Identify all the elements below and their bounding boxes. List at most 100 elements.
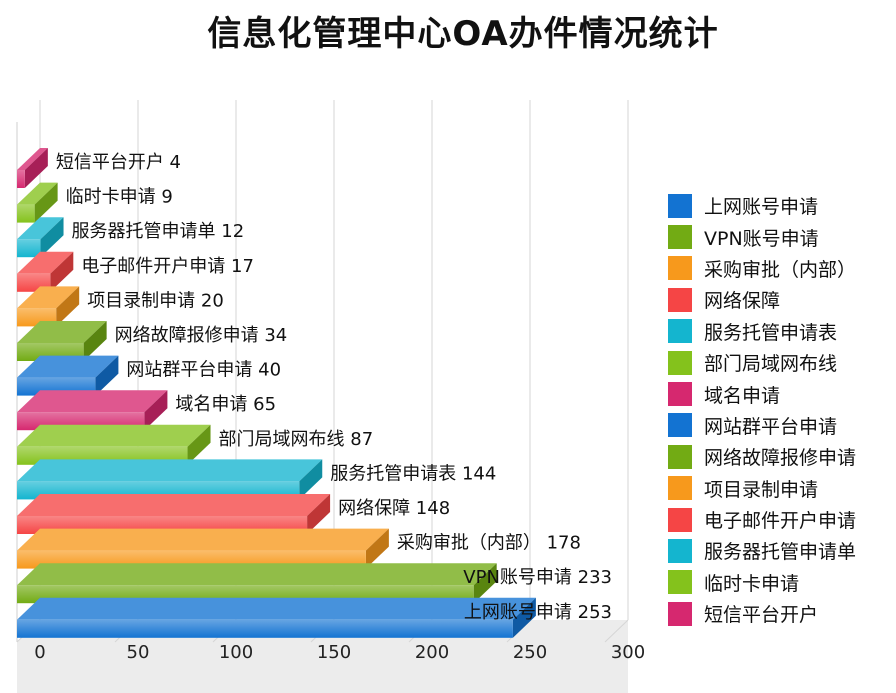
- bar-label: 项目录制申请 20: [87, 290, 224, 311]
- legend-item: 服务器托管申请单: [668, 535, 856, 566]
- legend-item: 部门局域网布线: [668, 347, 856, 378]
- bar-end-face: [187, 424, 211, 465]
- bar-end-face: [144, 390, 168, 431]
- legend-swatch: [668, 444, 692, 469]
- legend-item: 网站群平台申请: [668, 410, 856, 441]
- legend-item: 采购审批（内部）: [668, 253, 856, 284]
- bar-end-face: [95, 355, 119, 396]
- bars: [17, 148, 536, 638]
- bar-label: 域名申请 65: [175, 394, 276, 415]
- legend-item: 项目录制申请: [668, 473, 856, 504]
- legend-label: 临时卡申请: [704, 572, 800, 595]
- bar-label: VPN账号申请 233: [463, 567, 612, 588]
- bar-域名申请: [17, 390, 168, 431]
- x-axis-ticks: 0 50 100 150 200 250 300: [34, 642, 645, 663]
- bar-end-face: [299, 459, 323, 500]
- bar-电子邮件开户申请: [17, 251, 74, 292]
- legend-label: 服务器托管申请单: [704, 541, 857, 564]
- legend-swatch: [668, 350, 692, 375]
- bar-end-face: [365, 528, 389, 569]
- x-tick-label: 250: [513, 642, 547, 663]
- legend-item: VPN账号申请: [668, 221, 856, 252]
- legend-item: 电子邮件开户申请: [668, 504, 856, 535]
- legend-swatch: [668, 476, 692, 501]
- bar-label: 采购审批（内部） 178: [397, 533, 581, 554]
- x-tick-label: 150: [317, 642, 351, 663]
- bar-label: 网络故障报修申请 34: [115, 325, 288, 346]
- bar-label: 网站群平台申请 40: [126, 360, 281, 381]
- bar-end-face: [473, 563, 497, 604]
- chart-floor-plane: [17, 620, 628, 693]
- bar-top-face: [17, 528, 389, 551]
- bar-label: 临时卡申请 9: [66, 187, 173, 208]
- legend-swatch: [668, 287, 692, 312]
- bar-top-face: [17, 424, 211, 447]
- bar-front-face: [17, 619, 513, 638]
- legend-label: 采购审批（内部）: [704, 258, 857, 281]
- legend-swatch: [668, 570, 692, 595]
- legend-swatch: [668, 193, 692, 218]
- bar-top-face: [17, 321, 107, 343]
- legend-item: 服务托管申请表: [668, 316, 856, 347]
- bar-服务器托管申请单: [17, 217, 64, 258]
- bar-end-face: [40, 217, 64, 258]
- bar-top-face: [17, 182, 58, 205]
- legend-label: 项目录制申请: [704, 478, 819, 501]
- bar-label: 服务器托管申请单 12: [72, 221, 245, 242]
- bar-top-face: [17, 355, 119, 378]
- legend-label: 部门局域网布线: [704, 353, 838, 376]
- bar-front-face: [17, 204, 35, 223]
- legend-label: 网络故障报修申请: [704, 447, 857, 470]
- bar-短信平台开户: [17, 148, 48, 188]
- legend-label: 网络保障: [704, 290, 781, 313]
- legend-label: 域名申请: [704, 384, 781, 407]
- bar-label: 网络保障 148: [338, 498, 450, 519]
- bar-临时卡申请: [17, 182, 58, 223]
- bar-部门局域网布线: [17, 424, 211, 465]
- bar-top-face: [17, 251, 74, 274]
- legend-item: 短信平台开户: [668, 598, 856, 629]
- legend-swatch: [668, 413, 692, 438]
- bar-top-face: [17, 459, 323, 482]
- bar-服务托管申请表: [17, 459, 323, 500]
- bar-采购审批（内部）: [17, 528, 389, 569]
- bar-label: 上网账号申请 253: [464, 602, 612, 623]
- x-tick-label: 200: [415, 642, 449, 663]
- bar-网络保障: [17, 494, 331, 534]
- legend-swatch: [668, 382, 692, 407]
- bar-label: 短信平台开户 4: [56, 152, 181, 173]
- bar-top-face: [17, 494, 331, 516]
- legend-label: 短信平台开户: [704, 604, 819, 627]
- bar-top-face: [17, 217, 64, 240]
- bar-网站群平台申请: [17, 355, 119, 396]
- legend-label: 服务托管申请表: [704, 321, 838, 344]
- legend-item: 域名申请: [668, 378, 856, 409]
- bar-top-face: [17, 597, 536, 620]
- bar-top-face: [17, 148, 48, 170]
- bar-top-face: [17, 286, 80, 309]
- legend-item: 网络保障: [668, 284, 856, 315]
- legend-item: 网络故障报修申请: [668, 441, 856, 472]
- x-tick-label: 100: [219, 642, 253, 663]
- bar-end-face: [24, 148, 48, 188]
- gridline-depth: [604, 619, 629, 643]
- x-tick-label: 300: [611, 642, 645, 663]
- bar-end-face: [512, 597, 536, 638]
- bar-end-face: [50, 251, 74, 292]
- legend-swatch: [668, 225, 692, 250]
- legend-label: VPN账号申请: [704, 227, 819, 250]
- bar-end-face: [34, 182, 58, 223]
- bar-top-face: [17, 390, 168, 413]
- bar-上网账号申请: [17, 597, 536, 638]
- bar-front-face: [17, 239, 41, 258]
- bar-项目录制申请: [17, 286, 80, 327]
- legend-label: 网站群平台申请: [704, 415, 838, 438]
- bar-网络故障报修申请: [17, 321, 107, 361]
- x-tick-label: 0: [34, 642, 45, 663]
- legend-swatch: [668, 538, 692, 563]
- legend-label: 上网账号申请: [704, 196, 819, 219]
- bar-label: 服务托管申请表 144: [330, 463, 496, 484]
- bar-end-face: [56, 286, 80, 327]
- bar-front-face: [17, 170, 25, 188]
- bar-end-face: [307, 494, 331, 534]
